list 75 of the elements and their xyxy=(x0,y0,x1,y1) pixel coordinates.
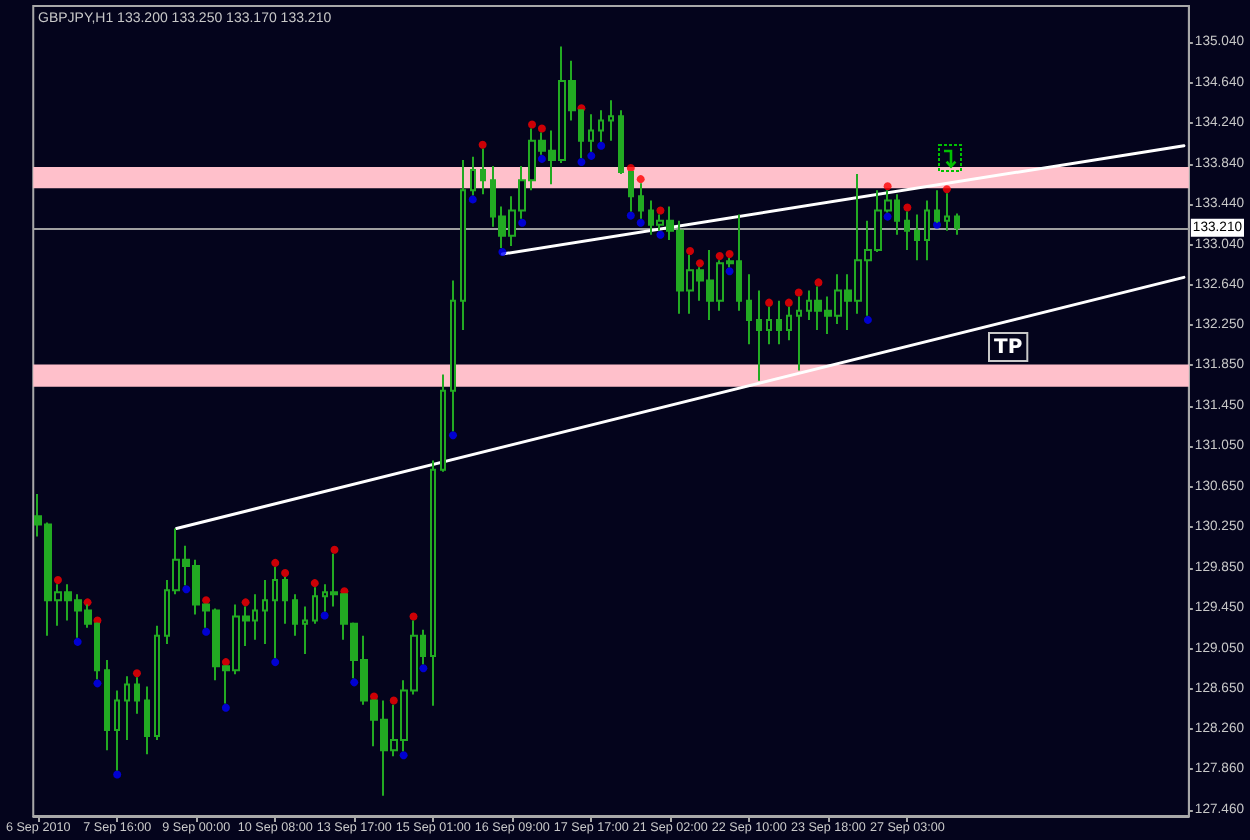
point xyxy=(518,218,527,227)
point xyxy=(53,576,62,585)
point xyxy=(626,211,635,220)
candlestick xyxy=(282,576,288,625)
candlestick xyxy=(440,373,446,473)
point xyxy=(686,247,695,256)
candlestick xyxy=(776,299,782,346)
point xyxy=(370,692,379,701)
point xyxy=(656,230,665,239)
point xyxy=(765,298,774,307)
point xyxy=(202,627,211,636)
point xyxy=(784,298,793,307)
point xyxy=(113,770,122,779)
point xyxy=(449,431,458,440)
candlestick xyxy=(124,675,130,742)
point xyxy=(202,596,211,605)
point xyxy=(221,658,230,667)
point xyxy=(83,598,92,607)
point xyxy=(695,259,704,268)
point xyxy=(271,558,280,567)
point xyxy=(241,598,250,607)
candlestick xyxy=(154,624,160,742)
point xyxy=(468,195,477,204)
candlestick xyxy=(104,659,110,752)
point xyxy=(577,157,586,166)
candlestick xyxy=(302,605,308,655)
point xyxy=(715,252,724,261)
point xyxy=(478,140,487,149)
candlestick xyxy=(262,579,268,645)
candlestick xyxy=(924,199,930,262)
point xyxy=(903,203,912,212)
point xyxy=(794,288,803,297)
candlestick xyxy=(460,158,466,331)
candlestick xyxy=(756,289,762,382)
candlestick xyxy=(430,459,436,707)
point xyxy=(725,250,734,259)
point xyxy=(636,218,645,227)
candlestick xyxy=(914,213,920,262)
candlestick xyxy=(144,685,150,756)
point xyxy=(330,545,339,554)
point xyxy=(409,612,418,621)
point xyxy=(132,669,141,678)
point xyxy=(419,664,428,673)
candlestick xyxy=(746,273,752,346)
candlestick xyxy=(618,109,624,176)
candlestick xyxy=(292,593,298,637)
point xyxy=(587,151,596,160)
point xyxy=(182,585,191,594)
point xyxy=(320,611,329,620)
point xyxy=(636,175,645,184)
candlestick xyxy=(608,99,614,142)
annotation: TP xyxy=(994,337,1023,359)
point xyxy=(883,212,892,221)
point xyxy=(942,185,951,194)
point xyxy=(221,703,230,712)
point xyxy=(626,164,635,172)
point xyxy=(863,315,872,324)
point xyxy=(498,248,507,257)
point xyxy=(271,658,280,667)
point xyxy=(597,141,606,150)
point xyxy=(281,569,290,577)
candlestick xyxy=(954,212,960,236)
point xyxy=(656,206,665,215)
point xyxy=(350,678,359,687)
point xyxy=(399,751,408,760)
point xyxy=(814,278,823,287)
point xyxy=(389,696,398,705)
point xyxy=(73,637,82,646)
point xyxy=(310,579,319,588)
point xyxy=(537,154,546,163)
point xyxy=(883,182,892,191)
point xyxy=(725,267,734,276)
point xyxy=(93,679,102,688)
point xyxy=(537,124,546,133)
point xyxy=(528,120,537,129)
